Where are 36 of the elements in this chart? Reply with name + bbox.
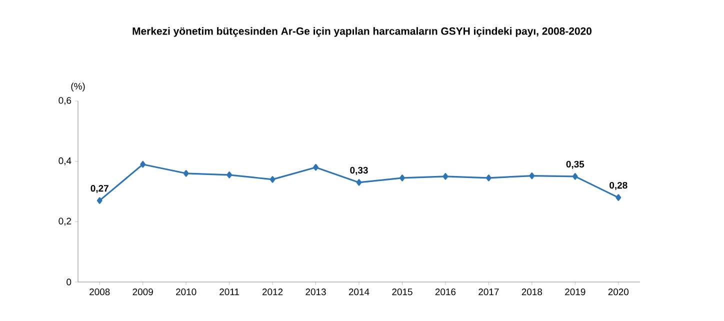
chart-title: Merkezi yönetim bütçesinden Ar-Ge için yapılan harcamaların GSYH içindeki payı, 2008-2020	[132, 27, 592, 37]
x-tick-label: 2009	[132, 288, 153, 296]
point	[616, 194, 622, 201]
data-label: 0,33	[350, 166, 368, 175]
x-tick-label: 2013	[306, 288, 326, 296]
x-tick-label: 2010	[176, 288, 196, 296]
point	[572, 173, 578, 180]
x-tick-label: 2019	[565, 288, 586, 296]
x-tick-label: 2008	[90, 288, 110, 296]
x-tick-label: 2017	[478, 288, 499, 296]
point	[183, 170, 189, 177]
point	[313, 164, 319, 171]
point	[399, 174, 405, 182]
y-tick-label: 0,2	[58, 218, 72, 226]
y-tick-label: 0,4	[58, 157, 72, 166]
point	[140, 160, 146, 168]
x-tick-label: 2020	[608, 288, 629, 296]
point	[96, 197, 102, 204]
point	[486, 174, 492, 182]
x-tick-label: 2011	[220, 288, 240, 296]
x-tick-label: 2014	[348, 288, 370, 296]
x-tick-label: 2018	[522, 288, 542, 296]
data-label: 0,35	[566, 160, 584, 169]
point	[442, 173, 448, 180]
y-tick-label: 0	[66, 278, 72, 286]
x-tick-label: 2012	[262, 288, 283, 296]
data-label: 0,27	[90, 184, 108, 194]
point	[356, 179, 362, 186]
point	[270, 176, 276, 183]
point	[529, 172, 535, 180]
data-label: 0,28	[610, 182, 628, 190]
y-tick-label: 0,6	[58, 97, 72, 105]
x-tick-label: 2015	[392, 288, 412, 296]
point	[226, 172, 232, 178]
y-axis-title: (%)	[71, 82, 85, 92]
x-tick-label: 2016	[435, 288, 456, 296]
